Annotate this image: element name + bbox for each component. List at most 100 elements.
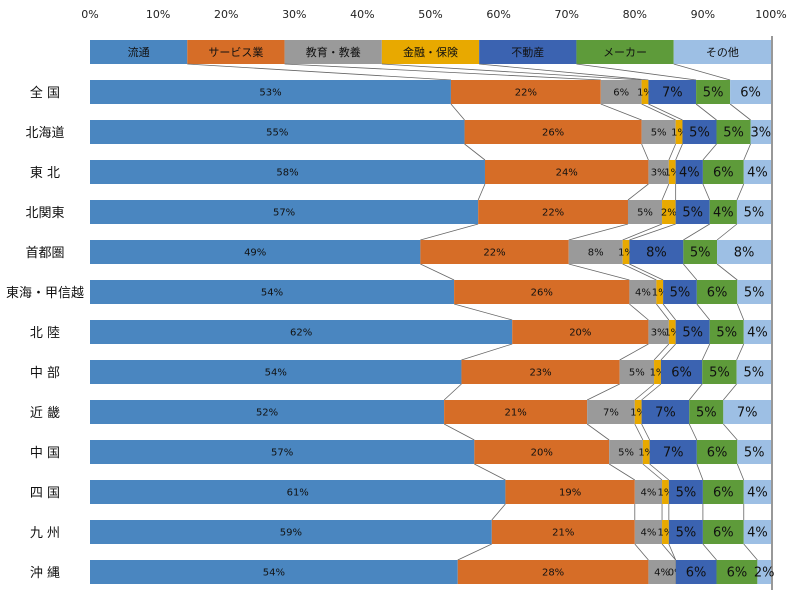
data-label: 5% — [743, 366, 764, 381]
bar-segment — [649, 440, 697, 464]
bar-segment — [420, 240, 569, 264]
legend-swatch-4 — [479, 40, 577, 64]
category-label: 首都圏 — [25, 246, 64, 261]
bar-segment — [622, 240, 630, 264]
data-label: 4% — [635, 288, 651, 299]
bar-segment — [696, 280, 738, 304]
bar-segment — [474, 440, 610, 464]
series-line — [696, 303, 711, 321]
data-label: 8% — [646, 246, 667, 261]
bar-segment — [634, 480, 663, 504]
data-label: 5% — [690, 246, 711, 261]
bar-segment — [675, 120, 683, 144]
series-line — [723, 383, 737, 401]
bar-segment — [634, 520, 663, 544]
data-label: 4% — [713, 206, 734, 221]
data-label: 6% — [671, 366, 692, 381]
data-label: 5% — [676, 486, 697, 501]
legend-label: 流通 — [128, 45, 150, 59]
bar-segment — [737, 440, 771, 464]
bar-segment — [675, 160, 703, 184]
data-label: 4% — [640, 488, 656, 499]
bar-segment — [660, 360, 703, 384]
bar-segment — [675, 200, 710, 224]
bar-segment — [454, 280, 630, 304]
legend-label: 金融・保険 — [403, 45, 458, 59]
bar-segment — [709, 200, 737, 224]
bar-segment — [743, 160, 771, 184]
data-label: 7% — [655, 406, 676, 421]
series-line — [443, 423, 475, 441]
x-tick-label: 30% — [282, 8, 306, 21]
series-line — [695, 103, 717, 121]
data-label: 22% — [515, 88, 537, 99]
series-line — [660, 343, 676, 361]
legend-label: 不動産 — [511, 45, 544, 59]
data-label: 4% — [747, 486, 768, 501]
bar-segment — [600, 80, 642, 104]
data-label: 5% — [637, 208, 653, 219]
data-label: 20% — [531, 448, 553, 459]
data-label: 28% — [542, 568, 564, 579]
data-label: 6% — [713, 166, 734, 181]
data-label: 4% — [654, 568, 670, 579]
series-line — [634, 543, 649, 561]
data-label: 19% — [559, 488, 581, 499]
series-line — [479, 63, 649, 81]
series-line — [702, 183, 711, 201]
bar-segment — [696, 440, 738, 464]
bar-segment — [444, 400, 588, 424]
data-label: 5% — [709, 366, 730, 381]
bar-segment — [648, 560, 676, 584]
series-line — [716, 223, 738, 241]
bar-segment — [662, 520, 669, 544]
data-label: 1% — [650, 368, 666, 379]
legend-swatch-3 — [381, 40, 480, 64]
data-label: 24% — [556, 168, 578, 179]
series-line — [736, 343, 745, 361]
series-line — [701, 343, 711, 361]
series-line — [634, 383, 655, 401]
data-label: 5% — [682, 206, 703, 221]
series-line — [702, 143, 717, 161]
bar-segment — [668, 160, 676, 184]
series-line — [723, 423, 738, 441]
data-label: 58% — [276, 168, 298, 179]
bar-segment — [90, 80, 451, 104]
data-label: 6% — [686, 566, 707, 581]
data-label: 3% — [651, 328, 667, 339]
bar-segment — [619, 360, 655, 384]
series-line — [634, 423, 644, 441]
data-label: 54% — [265, 368, 287, 379]
data-label: 5% — [744, 206, 765, 221]
data-label: 5% — [651, 128, 667, 139]
data-label: 57% — [273, 208, 295, 219]
series-line — [464, 143, 486, 161]
data-label: 5% — [716, 326, 737, 341]
data-label: 26% — [542, 128, 564, 139]
series-line — [629, 303, 649, 321]
data-label: 3% — [750, 126, 771, 141]
data-label: 1% — [671, 128, 687, 139]
legend-label: サービス業 — [208, 46, 263, 59]
data-label: 5% — [618, 448, 634, 459]
bar-segment — [464, 120, 642, 144]
data-label: 1% — [658, 488, 674, 499]
series-line — [649, 463, 670, 481]
bar-segment — [675, 320, 710, 344]
bar-segment — [648, 80, 697, 104]
bar-segment — [90, 200, 479, 224]
bar-segment — [717, 240, 771, 264]
category-label: 沖 縄 — [30, 566, 60, 581]
x-tick-label: 90% — [691, 8, 715, 21]
x-tick-label: 60% — [486, 8, 510, 21]
data-label: 5% — [744, 286, 765, 301]
series-line — [284, 63, 601, 81]
data-label: 6% — [707, 286, 728, 301]
bar-segment — [484, 160, 649, 184]
bar-segment — [743, 480, 771, 504]
bar-segment — [90, 560, 458, 584]
x-tick-label: 80% — [623, 8, 647, 21]
x-tick-label: 40% — [350, 8, 374, 21]
